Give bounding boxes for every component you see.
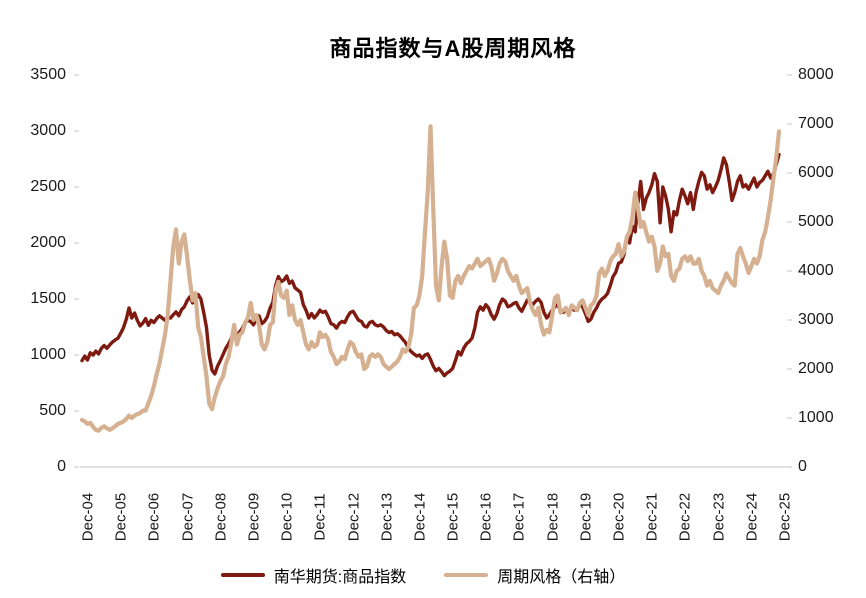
x-axis-label: Dec-16 — [477, 492, 495, 542]
y-axis-label-left: 3500 — [30, 66, 66, 83]
x-axis-label: Dec-19 — [577, 492, 595, 542]
y-axis-label-right: 7000 — [798, 115, 834, 132]
y-axis-label-left: 2500 — [30, 178, 66, 195]
y-axis-label-right: 1000 — [798, 409, 834, 426]
x-axis-label: Dec-17 — [510, 492, 528, 542]
legend: 南华期货:商品指数 周期风格（右轴） — [0, 562, 846, 588]
x-axis-label: Dec-09 — [245, 492, 263, 542]
chart-title: 商品指数与A股周期风格 — [329, 36, 577, 61]
y-axis-label-right: 0 — [798, 458, 807, 475]
commodity-line-swatch — [220, 573, 265, 577]
legend-item-cycle: 周期风格（右轴） — [444, 563, 625, 587]
y-axis-label-left: 0 — [57, 458, 66, 475]
cycle-line-swatch — [444, 573, 489, 577]
x-axis-label: Dec-11 — [311, 493, 329, 541]
x-axis-label: Dec-21 — [643, 492, 661, 542]
y-axis-label-right: 3000 — [798, 311, 834, 328]
x-axis-label: Dec-24 — [743, 492, 761, 542]
y-axis-label-right: 8000 — [798, 66, 834, 83]
y-axis-label-right: 6000 — [798, 164, 834, 181]
x-axis-label: Dec-25 — [776, 492, 794, 542]
legend-item-commodity: 南华期货:商品指数 — [220, 563, 407, 587]
legend-label-commodity: 南华期货:商品指数 — [273, 569, 407, 586]
legend-label-cycle: 周期风格（右轴） — [497, 569, 626, 586]
y-axis-label-left: 500 — [39, 402, 66, 419]
x-axis-label: Dec-04 — [79, 492, 97, 542]
axis-tick-marks — [74, 74, 792, 468]
x-axis-label: Dec-07 — [179, 492, 197, 542]
x-axis-label: Dec-18 — [544, 492, 562, 542]
y-axis-label-left: 1000 — [30, 346, 66, 363]
y-axis-label-left: 1500 — [30, 290, 66, 307]
x-axis-label: Dec-23 — [710, 492, 728, 542]
x-axis-label: Dec-13 — [378, 492, 396, 542]
x-axis-label: Dec-12 — [345, 492, 363, 542]
x-axis-label: Dec-10 — [278, 492, 296, 542]
x-axis-label: Dec-22 — [676, 492, 694, 542]
x-axis-label: Dec-15 — [444, 492, 462, 542]
y-axis-label-right: 5000 — [798, 213, 834, 230]
commodity-index-line — [80, 152, 781, 378]
x-axis-label: Dec-08 — [212, 492, 230, 542]
y-axis-label-left: 2000 — [30, 234, 66, 251]
y-axis-label-right: 4000 — [798, 262, 834, 279]
x-axis-label: Dec-06 — [145, 492, 163, 542]
x-axis-label: Dec-20 — [610, 492, 628, 542]
x-axis-label: Dec-14 — [411, 492, 429, 542]
y-axis-label-right: 2000 — [798, 360, 834, 377]
x-axis-label: Dec-05 — [112, 492, 130, 542]
cycle-style-line — [79, 124, 782, 433]
y-axis-label-left: 3000 — [30, 122, 66, 139]
